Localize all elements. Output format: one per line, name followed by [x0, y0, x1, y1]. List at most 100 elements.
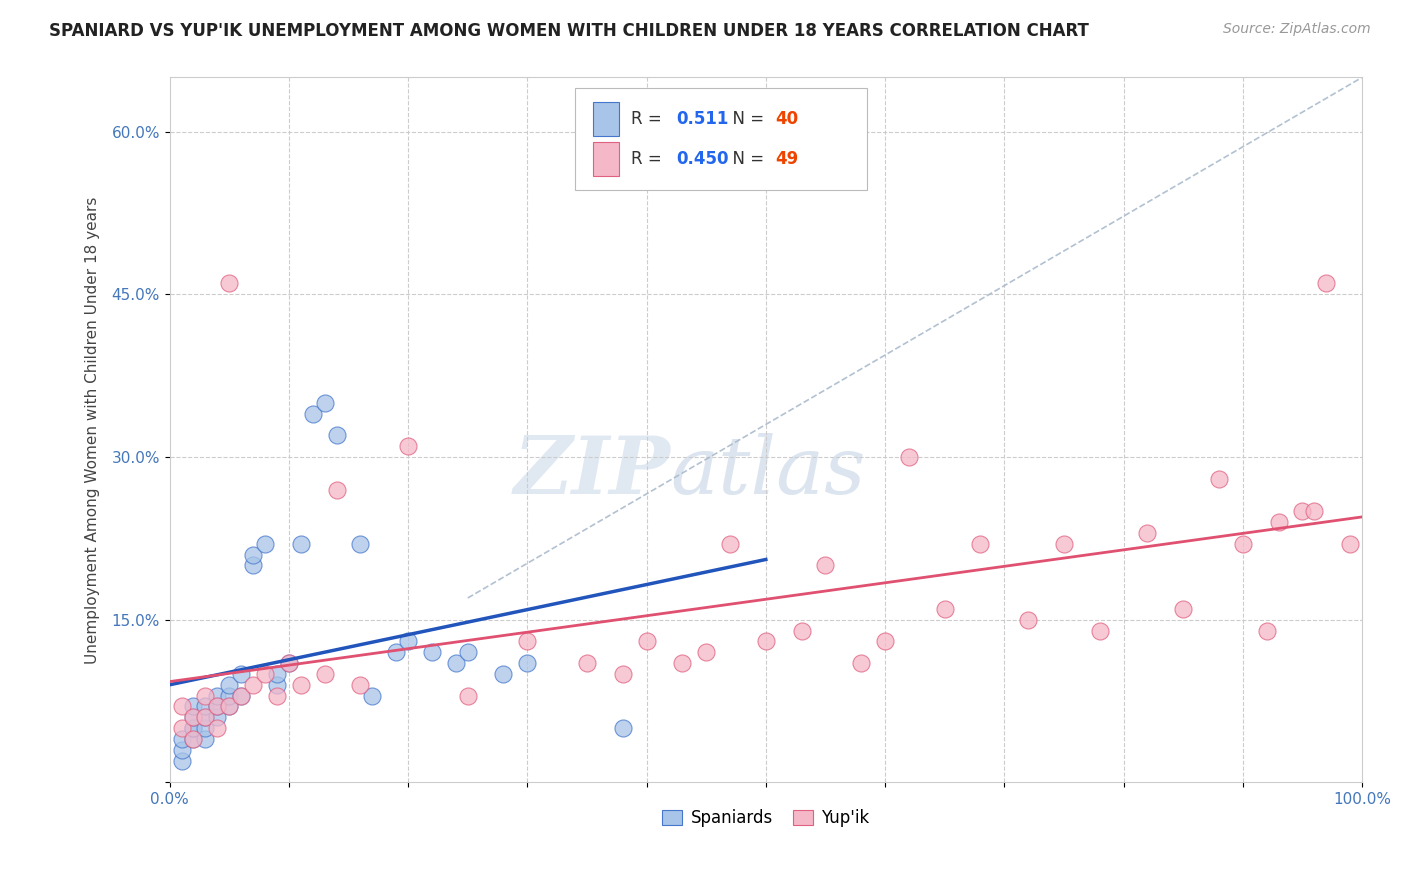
- Point: [1017, 613, 1039, 627]
- Point: [194, 710, 217, 724]
- Point: [671, 656, 693, 670]
- Text: atlas: atlas: [671, 434, 866, 511]
- Y-axis label: Unemployment Among Women with Children Under 18 years: Unemployment Among Women with Children U…: [86, 196, 100, 664]
- Point: [1315, 277, 1337, 291]
- Point: [301, 407, 323, 421]
- Point: [207, 721, 229, 735]
- Point: [969, 537, 991, 551]
- Point: [636, 634, 658, 648]
- Point: [444, 656, 467, 670]
- Point: [231, 689, 253, 703]
- Point: [218, 678, 240, 692]
- Point: [396, 634, 419, 648]
- Point: [170, 699, 193, 714]
- Point: [1208, 472, 1230, 486]
- Point: [194, 721, 217, 735]
- Point: [314, 396, 336, 410]
- Point: [207, 699, 229, 714]
- Point: [277, 656, 299, 670]
- Point: [183, 710, 205, 724]
- Point: [290, 678, 312, 692]
- Point: [1136, 525, 1159, 540]
- Point: [790, 624, 813, 638]
- Point: [266, 678, 288, 692]
- Point: [516, 634, 538, 648]
- Point: [194, 731, 217, 746]
- Point: [516, 656, 538, 670]
- Point: [1291, 504, 1313, 518]
- FancyBboxPatch shape: [593, 102, 619, 136]
- Point: [1232, 537, 1254, 551]
- Point: [170, 743, 193, 757]
- Text: R =: R =: [631, 150, 666, 169]
- Point: [1303, 504, 1326, 518]
- Point: [170, 721, 193, 735]
- FancyBboxPatch shape: [575, 88, 868, 190]
- Text: N =: N =: [721, 110, 769, 128]
- Text: N =: N =: [721, 150, 769, 169]
- Point: [218, 699, 240, 714]
- Point: [385, 645, 408, 659]
- Point: [290, 537, 312, 551]
- Point: [231, 666, 253, 681]
- Point: [253, 537, 276, 551]
- Text: 40: 40: [775, 110, 799, 128]
- Point: [349, 678, 371, 692]
- Point: [242, 558, 264, 573]
- Point: [266, 666, 288, 681]
- Point: [1339, 537, 1361, 551]
- Point: [183, 721, 205, 735]
- Point: [695, 645, 717, 659]
- Point: [170, 754, 193, 768]
- Point: [718, 537, 741, 551]
- Point: [207, 689, 229, 703]
- Point: [218, 699, 240, 714]
- Point: [1171, 602, 1194, 616]
- Point: [457, 689, 479, 703]
- Point: [612, 721, 634, 735]
- Text: 49: 49: [775, 150, 799, 169]
- Text: ZIP: ZIP: [513, 434, 671, 511]
- Point: [218, 277, 240, 291]
- Point: [207, 699, 229, 714]
- Point: [1267, 515, 1289, 529]
- Point: [755, 634, 778, 648]
- Point: [183, 721, 205, 735]
- Text: R =: R =: [631, 110, 666, 128]
- Point: [325, 483, 347, 497]
- Point: [1088, 624, 1111, 638]
- Point: [170, 731, 193, 746]
- Point: [851, 656, 873, 670]
- Point: [266, 689, 288, 703]
- Text: SPANIARD VS YUP'IK UNEMPLOYMENT AMONG WOMEN WITH CHILDREN UNDER 18 YEARS CORRELA: SPANIARD VS YUP'IK UNEMPLOYMENT AMONG WO…: [49, 22, 1090, 40]
- Point: [457, 645, 479, 659]
- Point: [420, 645, 443, 659]
- Text: Source: ZipAtlas.com: Source: ZipAtlas.com: [1223, 22, 1371, 37]
- Point: [207, 710, 229, 724]
- Legend: Spaniards, Yup'ik: Spaniards, Yup'ik: [655, 803, 876, 834]
- FancyBboxPatch shape: [593, 143, 619, 176]
- Point: [492, 666, 515, 681]
- Point: [873, 634, 896, 648]
- Point: [612, 666, 634, 681]
- Text: 0.450: 0.450: [676, 150, 728, 169]
- Point: [253, 666, 276, 681]
- Text: 0.511: 0.511: [676, 110, 728, 128]
- Point: [349, 537, 371, 551]
- Point: [277, 656, 299, 670]
- Point: [183, 731, 205, 746]
- Point: [242, 678, 264, 692]
- Point: [242, 548, 264, 562]
- Point: [183, 731, 205, 746]
- Point: [396, 439, 419, 453]
- Point: [1053, 537, 1076, 551]
- Point: [183, 699, 205, 714]
- Point: [575, 656, 598, 670]
- Point: [194, 710, 217, 724]
- Point: [183, 710, 205, 724]
- Point: [218, 689, 240, 703]
- Point: [934, 602, 956, 616]
- Point: [325, 428, 347, 442]
- Point: [231, 689, 253, 703]
- Point: [361, 689, 384, 703]
